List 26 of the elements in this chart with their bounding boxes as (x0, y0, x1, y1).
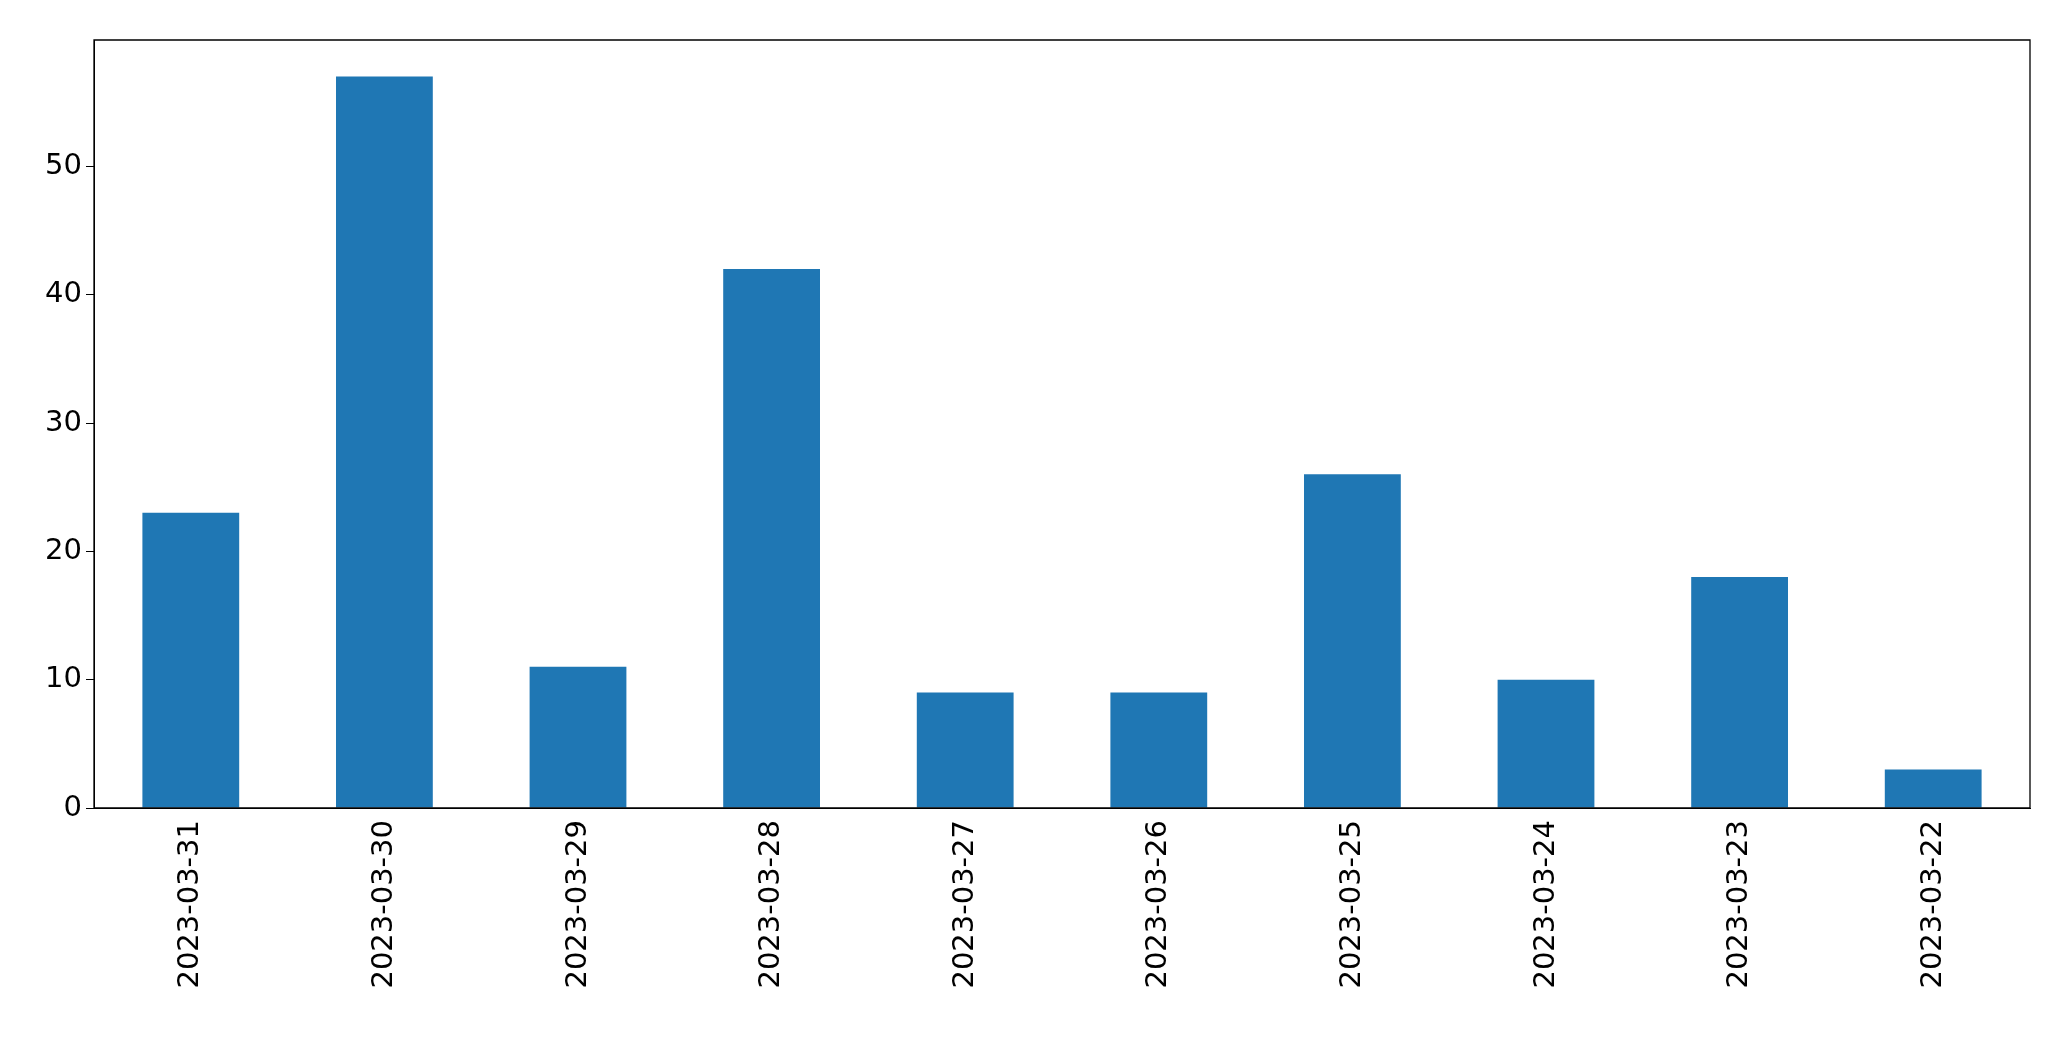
bar (529, 666, 627, 808)
x-tick-label: 2023-03-24 (1526, 820, 1561, 989)
x-tick-label: 2023-03-26 (1139, 820, 1174, 989)
bar (1497, 679, 1595, 808)
y-tick-label: 50 (45, 146, 82, 181)
y-tick-label: 40 (45, 275, 82, 310)
x-tick-label: 2023-03-27 (945, 820, 980, 989)
y-tick-label: 20 (45, 531, 82, 566)
y-tick-label: 10 (45, 660, 82, 695)
bar (1110, 692, 1208, 808)
x-tick-label: 2023-03-30 (364, 820, 399, 989)
x-tick-label: 2023-03-29 (558, 820, 593, 989)
x-tick-label: 2023-03-25 (1332, 820, 1367, 989)
bar (1304, 474, 1401, 808)
bar (916, 692, 1014, 808)
x-tick-label: 2023-03-22 (1913, 820, 1948, 989)
bar (1691, 577, 1788, 808)
bar (142, 512, 240, 808)
x-tick-label: 2023-03-28 (752, 820, 787, 989)
bar (1884, 769, 1982, 808)
y-tick-label: 0 (63, 788, 82, 823)
x-tick-label: 2023-03-31 (171, 820, 206, 989)
x-tick-label: 2023-03-23 (1720, 820, 1755, 989)
y-tick-label: 30 (45, 403, 82, 438)
bar (336, 76, 433, 808)
bar (723, 269, 820, 808)
